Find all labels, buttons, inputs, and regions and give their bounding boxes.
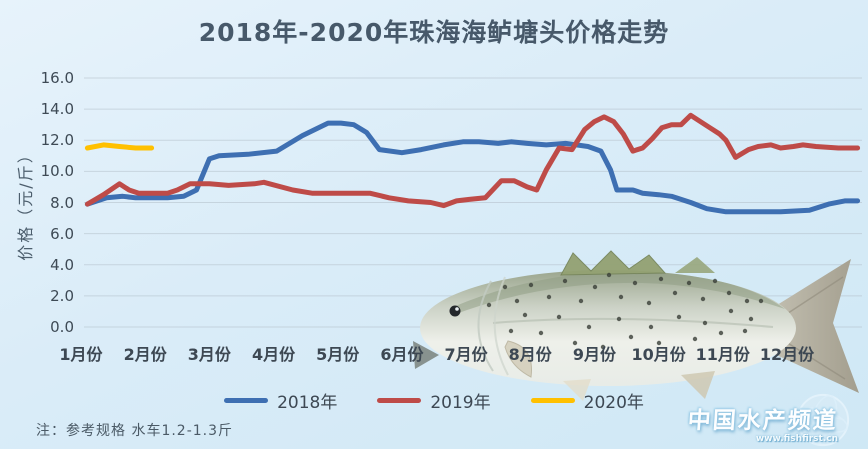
y-tick-label: 14.0	[40, 100, 74, 119]
series-line-2019年	[84, 112, 861, 209]
y-tick-label: 16.0	[40, 69, 74, 87]
watermark-site-url: www.fishfirst.cn	[755, 434, 838, 444]
legend-item-2018年: 2018年	[224, 388, 337, 413]
x-tick-label: 12月份	[759, 345, 815, 364]
x-tick-label: 9月份	[572, 345, 616, 364]
legend-label: 2018年	[277, 393, 338, 413]
watermark: 中国水产频道 www.fishfirst.cn	[686, 393, 850, 447]
legend-swatch	[377, 398, 422, 403]
series-line-2020年	[84, 142, 155, 151]
y-tick-label: 4.0	[50, 255, 74, 274]
y-tick-label: 6.0	[50, 224, 74, 243]
y-tick-label: 12.0	[40, 131, 74, 150]
fish-body	[413, 250, 796, 401]
legend-swatch	[224, 398, 269, 403]
chart-title: 2018年-2020年珠海海鲈塘头价格走势	[198, 18, 670, 47]
legend-label: 2019年	[430, 393, 491, 413]
y-tick-label: 10.0	[40, 162, 74, 181]
legend-item-2019年: 2019年	[377, 388, 491, 413]
sea-bass-fish-image	[413, 250, 859, 401]
globe-icon	[796, 393, 850, 447]
legend: 2018年 2019年 2020年	[0, 388, 868, 413]
legend-item-2020年: 2020年	[530, 388, 644, 413]
y-tick-label: 8.0	[50, 193, 74, 212]
series-line-2018年	[84, 120, 861, 215]
x-tick-label: 5月份	[316, 345, 360, 364]
x-tick-label: 6月份	[380, 345, 424, 364]
y-tick-label: 0.0	[50, 318, 74, 336]
y-tick-label: 2.0	[50, 286, 74, 305]
legend-swatch	[530, 398, 575, 403]
x-tick-label: 7月份	[444, 345, 488, 364]
x-tick-label: 10月份	[631, 345, 686, 364]
x-tick-label: 3月份	[187, 345, 231, 364]
watermark-site-name: 中国水产频道	[686, 408, 839, 434]
fish-spots	[486, 272, 764, 350]
x-tick-label: 4月份	[251, 345, 296, 364]
x-tick-label: 8月份	[508, 345, 552, 364]
x-tick-label: 1月份	[59, 345, 103, 364]
legend-label: 2020年	[583, 393, 644, 413]
footnote: 注：参考规格 水车1.2-1.3斤	[36, 423, 234, 439]
x-tick-label: 11月份	[695, 345, 750, 364]
x-tick-label: 2月份	[123, 345, 167, 364]
